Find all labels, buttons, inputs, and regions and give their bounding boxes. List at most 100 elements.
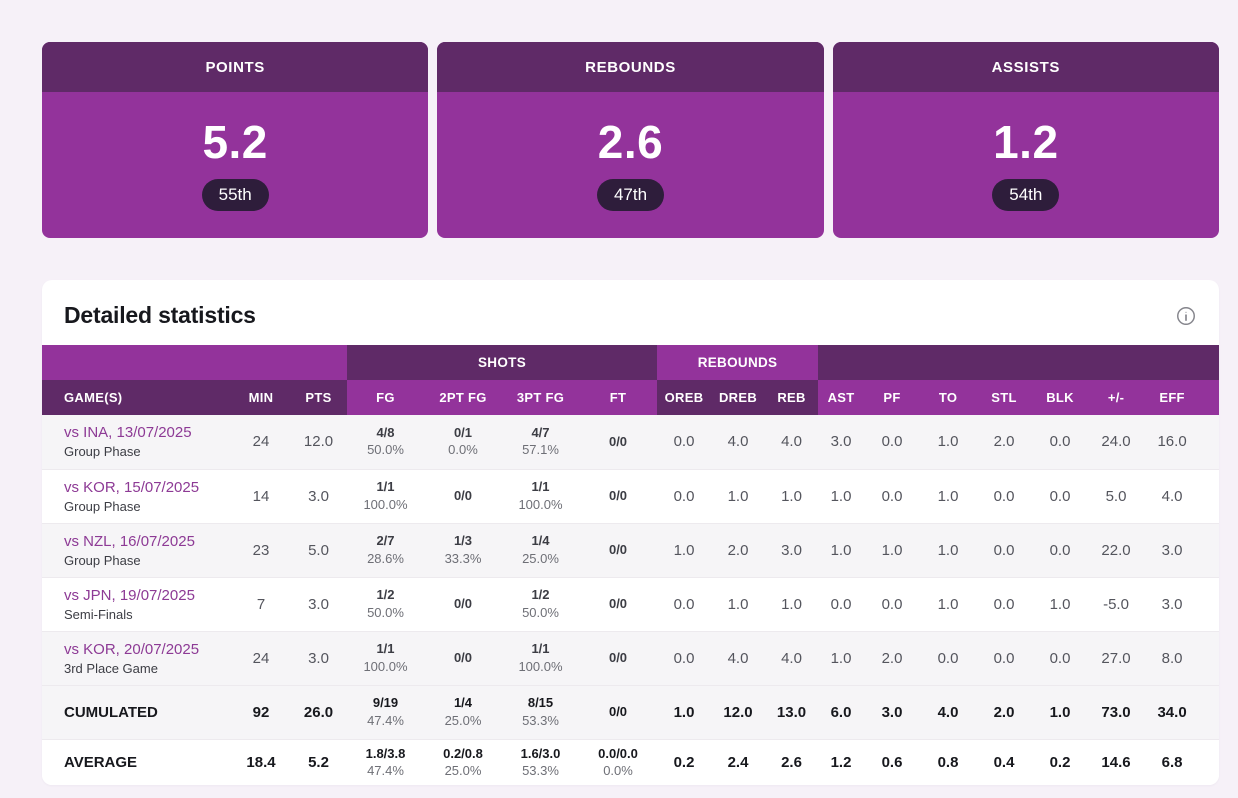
average-row: AVERAGE 18.4 5.2 1.8/3.8 47.4% 0.2/0.8 25.… <box>42 738 1219 785</box>
cell-min: 23 <box>232 522 290 577</box>
fg-made-attempted: 9/19 <box>372 695 399 711</box>
fg-made-attempted: 1.6/3.0 <box>520 745 561 761</box>
cell-ast: 1.0 <box>818 522 865 577</box>
cell-reb: 4.0 <box>781 433 802 451</box>
fg-made-attempted: 1/1 <box>531 479 550 495</box>
game-phase: Group Phase <box>64 498 141 514</box>
fg-made-attempted: 1.8/3.8 <box>365 745 406 761</box>
header-group-shots: SHOTS <box>347 345 658 380</box>
cell-blk: 0.0 <box>1032 522 1089 577</box>
game-link[interactable]: vs KOR, 15/07/2025 <box>64 478 200 496</box>
game-phase: 3rd Place Game <box>64 660 158 676</box>
col-reb: REB <box>765 380 819 415</box>
stat-card-body: 1.2 54th <box>833 92 1219 238</box>
cell-eff: 6.8 <box>1144 738 1219 785</box>
cell-3ptfg: 1/1 100.0% <box>502 468 579 523</box>
fg-made-attempted: 8/15 <box>527 695 554 711</box>
cell-min: 14 <box>232 468 290 523</box>
col-2ptfg: 2PT FG <box>424 380 502 415</box>
cell-3ptfg: 1/1 100.0% <box>502 630 579 685</box>
cell-pts: 3.0 <box>290 576 347 631</box>
cell-oreb: 1.0 <box>657 522 712 577</box>
cell-dreb: 1.0 <box>711 468 766 523</box>
col-stl: STL <box>976 380 1033 415</box>
cell-blk: 1.0 <box>1032 576 1089 631</box>
cell-2ptfg: 0/0 <box>424 468 502 523</box>
table-row: vs KOR, 15/07/2025 Group Phase 14 3.0 1/… <box>42 468 1219 523</box>
fg-percentage: 53.3% <box>522 712 559 728</box>
cell-oreb: 1.0 <box>657 684 712 739</box>
game-link[interactable]: vs INA, 13/07/2025 <box>64 424 192 442</box>
cell-3ptfg: 1/4 25.0% <box>502 522 579 577</box>
fg-made-attempted: 1/1 <box>531 641 550 657</box>
fg-made-attempted: 4/8 <box>376 425 395 440</box>
cell-fg: 1/1 100.0% <box>347 468 424 523</box>
col-pts: PTS <box>290 380 347 415</box>
cell-2ptfg: 0/1 0.0% <box>424 415 502 469</box>
cell-ast: 6.0 <box>818 684 865 739</box>
cell-stl: 2.0 <box>993 433 1015 451</box>
game-link[interactable]: vs KOR, 20/07/2025 <box>64 640 200 658</box>
average-label: AVERAGE <box>42 738 232 785</box>
stat-value: 5.2 <box>202 116 268 168</box>
fg-percentage: 53.3% <box>522 762 559 778</box>
cell-pf: 0.0 <box>864 576 921 631</box>
game-link[interactable]: vs NZL, 16/07/2025 <box>64 532 195 550</box>
cell-game: vs KOR, 15/07/2025 Group Phase <box>42 468 232 523</box>
col-games: GAME(S) <box>42 380 232 415</box>
cell-ft: 0/0 <box>579 522 658 577</box>
cell-stl: 0.0 <box>976 468 1033 523</box>
cell-pf: 0.0 <box>864 468 921 523</box>
cell-ft: 0/0 <box>579 684 658 739</box>
stat-card-title: REBOUNDS <box>437 42 824 92</box>
cell-stl: 0.0 <box>976 522 1033 577</box>
cell-plusminus: 14.6 <box>1088 738 1145 785</box>
fg-percentage: 50.0% <box>367 604 404 620</box>
cell-pf: 0.6 <box>864 738 921 785</box>
cell-stl: 0.0 <box>976 630 1033 685</box>
cell-eff: 8.0 <box>1144 630 1219 685</box>
cell-pf: 3.0 <box>864 684 921 739</box>
ft-made-attempted: 0.0/0.0 <box>598 745 638 761</box>
page: POINTS 5.2 55th REBOUNDS 2.6 47th ASSIST… <box>0 42 1238 798</box>
fg-percentage: 50.0% <box>522 604 559 620</box>
cell-plusminus: 73.0 <box>1088 684 1145 739</box>
col-to: TO <box>920 380 977 415</box>
section-title: Detailed statistics <box>64 302 256 328</box>
cell-2ptfg: 1/4 25.0% <box>424 684 502 739</box>
cell-game: vs NZL, 16/07/2025 Group Phase <box>42 522 232 577</box>
cell-ft: 0/0 <box>579 468 658 523</box>
stat-card-title: POINTS <box>42 42 429 92</box>
cell-ft: 0/0 <box>579 415 657 469</box>
cell-3ptfg: 1.6/3.0 53.3% <box>502 738 579 785</box>
fg-percentage: 28.6% <box>367 550 404 566</box>
cell-to: 4.0 <box>920 684 977 739</box>
fg-percentage: 100.0% <box>363 496 408 512</box>
col-oreb: OREB <box>657 380 712 415</box>
cell-ast: 0.0 <box>818 576 865 631</box>
cell-dreb: 2.4 <box>711 738 766 785</box>
col-pf: PF <box>864 380 921 415</box>
cell-blk: 1.0 <box>1032 684 1089 739</box>
cell-oreb: 0.0 <box>657 630 712 685</box>
table-row: vs NZL, 16/07/2025 Group Phase 23 5.0 2/… <box>42 522 1219 577</box>
cell-oreb: 0.0 <box>657 576 712 631</box>
ft-made-attempted: 0/0 <box>608 703 628 719</box>
fg-made-attempted: 1/2 <box>376 587 395 603</box>
cell-dreb: 4.0 <box>727 433 749 451</box>
cell-pf: 2.0 <box>864 630 921 685</box>
cell-oreb: 0.0 <box>657 468 712 523</box>
info-icon[interactable] <box>1175 305 1197 327</box>
header-group-spacer <box>818 345 1219 380</box>
cell-pts: 5.0 <box>290 522 347 577</box>
col-blk: BLK <box>1032 380 1089 415</box>
fg-made-attempted: 1/2 <box>531 587 550 603</box>
game-link[interactable]: vs JPN, 19/07/2025 <box>64 586 195 604</box>
col-dreb: DREB <box>711 380 766 415</box>
fg-percentage: 100.0% <box>518 658 563 674</box>
ft-made-attempted: 0/0 <box>608 649 628 665</box>
table-row: vs INA, 13/07/2025 Group Phase 24 12.0 4… <box>42 415 1219 469</box>
cell-ast: 1.0 <box>818 630 865 685</box>
fg-percentage: 25.0% <box>444 762 482 778</box>
detailed-statistics-card: Detailed statistics SHOTS R <box>42 280 1219 785</box>
